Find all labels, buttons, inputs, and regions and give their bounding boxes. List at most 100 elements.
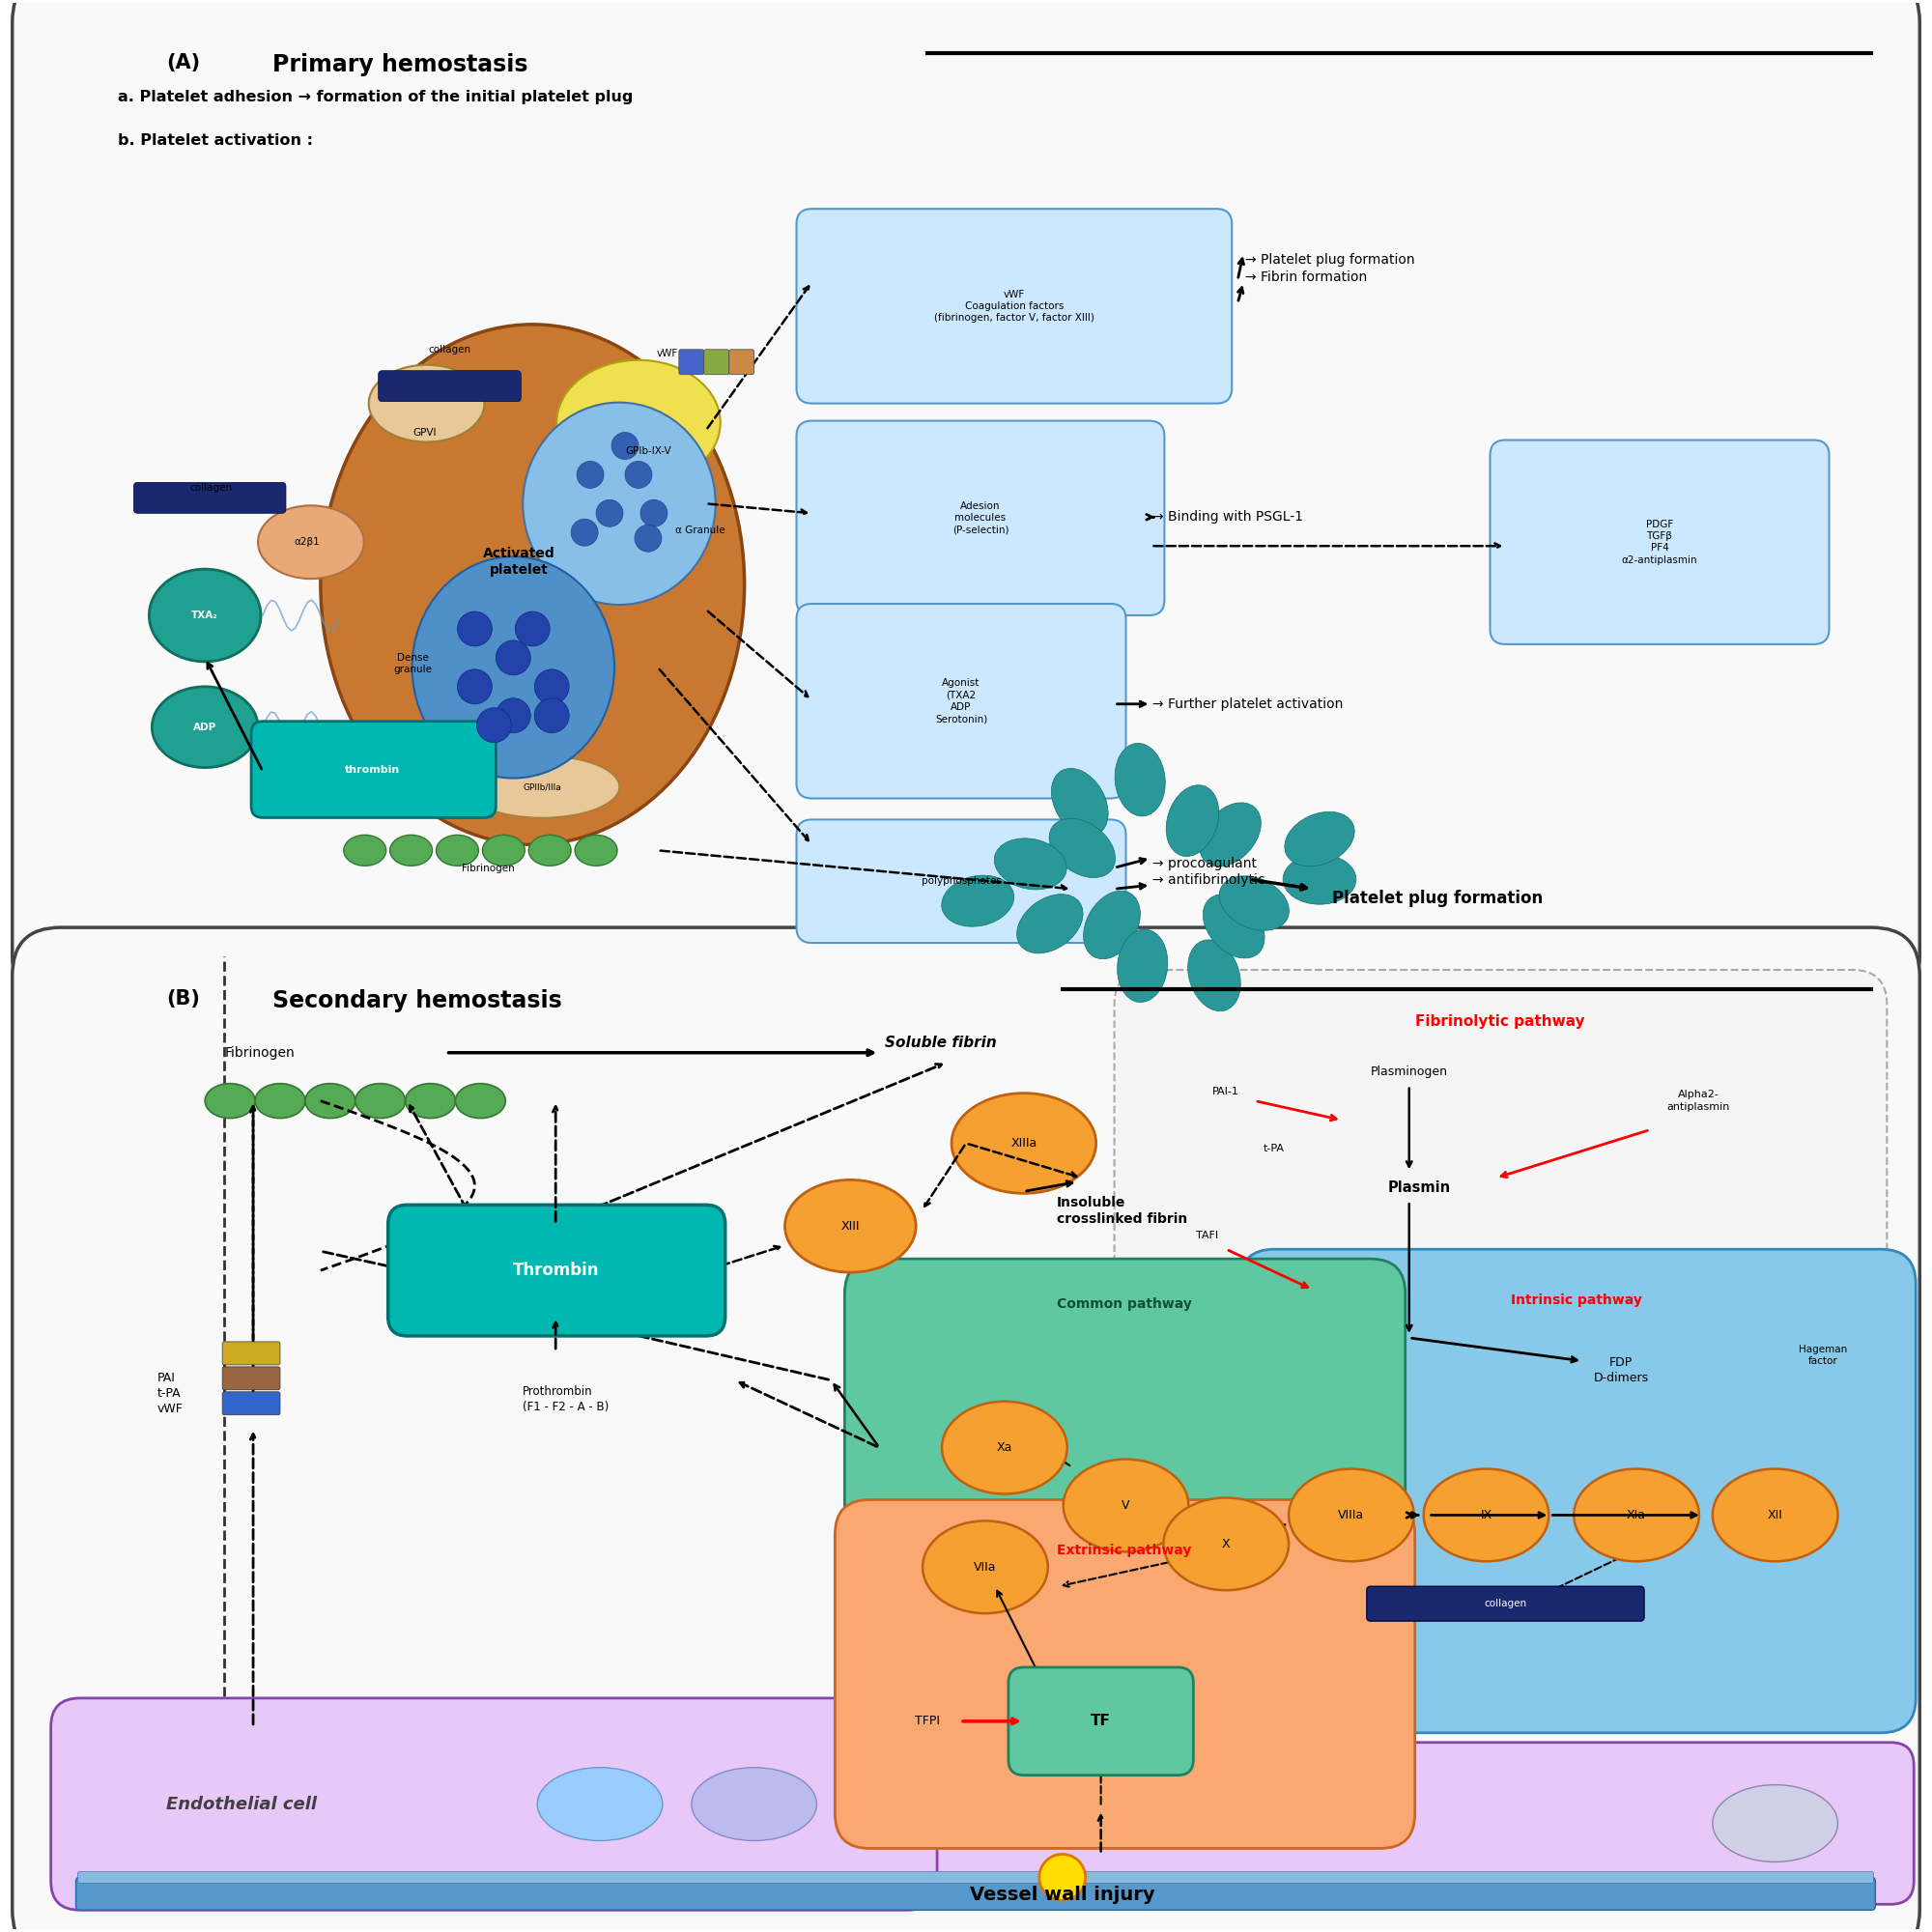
Ellipse shape	[1188, 939, 1240, 1010]
Text: Insoluble
crosslinked fibrin: Insoluble crosslinked fibrin	[1057, 1196, 1186, 1225]
FancyBboxPatch shape	[77, 1872, 1874, 1884]
FancyBboxPatch shape	[835, 1499, 1414, 1849]
FancyBboxPatch shape	[75, 1878, 1876, 1911]
Ellipse shape	[406, 1084, 456, 1119]
FancyBboxPatch shape	[703, 350, 728, 375]
Text: PAI-1: PAI-1	[1213, 1086, 1240, 1095]
Text: Prothrombin
(F1 - F2 - A - B): Prothrombin (F1 - F2 - A - B)	[524, 1385, 609, 1414]
Text: → procoagulant
→ antifibrinolytic: → procoagulant → antifibrinolytic	[1153, 856, 1265, 887]
FancyBboxPatch shape	[12, 0, 1920, 1005]
FancyBboxPatch shape	[796, 209, 1233, 404]
Text: Fibrinolytic pathway: Fibrinolytic pathway	[1414, 1014, 1584, 1028]
Text: Secondary hemostasis: Secondary hemostasis	[272, 989, 562, 1012]
Ellipse shape	[205, 1084, 255, 1119]
Text: Fibrinogen: Fibrinogen	[224, 1045, 294, 1059]
Ellipse shape	[437, 835, 479, 866]
Text: Agonist
(TXA2
ADP
Serotonin): Agonist (TXA2 ADP Serotonin)	[935, 678, 987, 724]
Text: α2β1: α2β1	[294, 537, 321, 547]
Ellipse shape	[692, 1768, 817, 1841]
Text: Extrinsic pathway: Extrinsic pathway	[1057, 1544, 1192, 1557]
FancyBboxPatch shape	[50, 1698, 937, 1911]
Ellipse shape	[466, 755, 618, 817]
Text: ADP: ADP	[193, 723, 216, 732]
Text: TFPI: TFPI	[916, 1716, 941, 1727]
Ellipse shape	[923, 1520, 1047, 1613]
Ellipse shape	[576, 835, 618, 866]
Text: Soluble fibrin: Soluble fibrin	[885, 1036, 997, 1051]
FancyBboxPatch shape	[796, 421, 1165, 616]
Text: GPIb-IX-V: GPIb-IX-V	[626, 446, 670, 456]
Text: VIIIa: VIIIa	[1339, 1509, 1364, 1520]
Circle shape	[497, 697, 531, 732]
Text: (B): (B)	[166, 989, 201, 1009]
FancyBboxPatch shape	[251, 721, 497, 817]
Text: V: V	[1122, 1499, 1130, 1511]
Ellipse shape	[537, 1768, 663, 1841]
Ellipse shape	[943, 1401, 1066, 1493]
Ellipse shape	[1712, 1468, 1837, 1561]
FancyBboxPatch shape	[1240, 1250, 1917, 1733]
Text: VIIa: VIIa	[974, 1561, 997, 1573]
Text: Common pathway: Common pathway	[1057, 1298, 1192, 1312]
Text: Fibrinogen: Fibrinogen	[462, 864, 514, 873]
Ellipse shape	[529, 835, 572, 866]
Text: Vessel wall injury: Vessel wall injury	[970, 1886, 1155, 1903]
Ellipse shape	[259, 506, 363, 580]
FancyBboxPatch shape	[678, 350, 703, 375]
FancyBboxPatch shape	[388, 1206, 724, 1335]
Ellipse shape	[1200, 802, 1262, 867]
Ellipse shape	[1204, 895, 1265, 958]
Text: collagen: collagen	[429, 344, 471, 354]
FancyBboxPatch shape	[796, 819, 1126, 943]
Ellipse shape	[1712, 1785, 1837, 1862]
Circle shape	[516, 612, 551, 645]
Ellipse shape	[1424, 1468, 1549, 1561]
Text: b. Platelet activation :: b. Platelet activation :	[118, 133, 313, 149]
Circle shape	[458, 668, 493, 703]
Ellipse shape	[344, 835, 386, 866]
Text: GPVI: GPVI	[413, 427, 437, 437]
Text: XIIIa: XIIIa	[1010, 1136, 1037, 1150]
Circle shape	[572, 520, 599, 547]
FancyBboxPatch shape	[1490, 440, 1830, 643]
FancyBboxPatch shape	[1009, 1667, 1194, 1776]
Ellipse shape	[1016, 895, 1084, 952]
Ellipse shape	[1289, 1468, 1414, 1561]
Ellipse shape	[321, 325, 744, 844]
Text: XIa: XIa	[1627, 1509, 1646, 1520]
Ellipse shape	[483, 835, 526, 866]
FancyBboxPatch shape	[133, 483, 286, 514]
Text: Xa: Xa	[997, 1441, 1012, 1455]
Ellipse shape	[941, 875, 1014, 927]
Text: XIII: XIII	[840, 1219, 860, 1233]
Circle shape	[634, 526, 661, 553]
FancyBboxPatch shape	[379, 371, 522, 402]
Circle shape	[624, 462, 651, 489]
FancyBboxPatch shape	[728, 350, 753, 375]
Ellipse shape	[995, 838, 1066, 889]
FancyBboxPatch shape	[1115, 970, 1888, 1453]
Text: Plasminogen: Plasminogen	[1370, 1066, 1447, 1078]
Circle shape	[639, 500, 667, 527]
Text: → Platelet plug formation
→ Fibrin formation: → Platelet plug formation → Fibrin forma…	[1246, 253, 1414, 284]
Ellipse shape	[1283, 854, 1356, 904]
Text: polyphosphates: polyphosphates	[922, 877, 1001, 887]
Ellipse shape	[390, 835, 433, 866]
Text: XII: XII	[1768, 1509, 1783, 1520]
Text: a. Platelet adhesion → formation of the initial platelet plug: a. Platelet adhesion → formation of the …	[118, 89, 634, 104]
Ellipse shape	[369, 365, 485, 442]
Ellipse shape	[1285, 811, 1354, 866]
FancyBboxPatch shape	[12, 927, 1920, 1932]
Text: Dense
granule: Dense granule	[394, 653, 433, 674]
Text: TXA₂: TXA₂	[191, 611, 218, 620]
FancyBboxPatch shape	[904, 1743, 1915, 1905]
Text: PAI
t-PA
vWF: PAI t-PA vWF	[156, 1372, 184, 1416]
Ellipse shape	[1167, 784, 1219, 856]
Circle shape	[1039, 1855, 1086, 1901]
Text: Intrinsic pathway: Intrinsic pathway	[1511, 1294, 1642, 1308]
Ellipse shape	[153, 686, 259, 767]
Text: Activated
platelet: Activated platelet	[483, 547, 554, 576]
Ellipse shape	[1575, 1468, 1698, 1561]
Text: Alpha2-
antiplasmin: Alpha2- antiplasmin	[1667, 1090, 1729, 1111]
Text: α Granule: α Granule	[674, 526, 724, 535]
